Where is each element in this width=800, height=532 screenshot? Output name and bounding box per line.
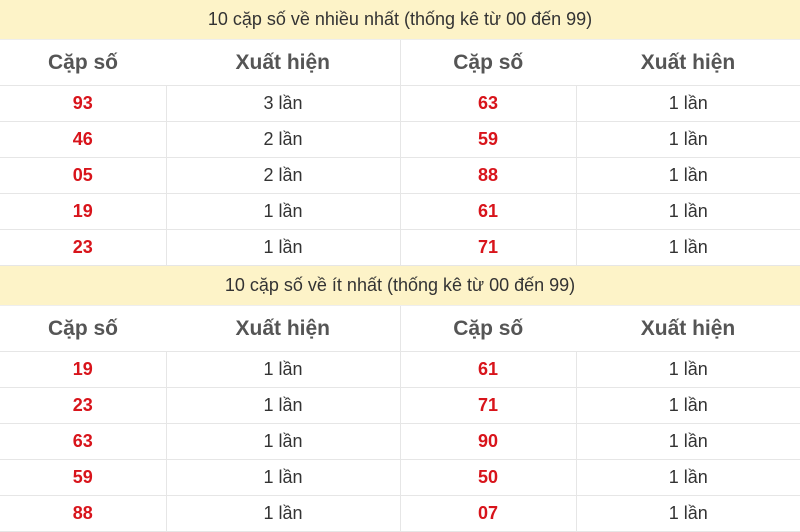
pair-number: 46	[0, 121, 167, 158]
pair-number: 63	[0, 423, 167, 460]
pair-number: 07	[399, 495, 577, 532]
column-header: Xuất hiện	[576, 40, 800, 86]
column-header: Xuất hiện	[166, 306, 400, 352]
pair-number: 71	[399, 387, 577, 424]
stats-table: Cặp số Xuất hiện Cặp số Xuất hiện 19 1 lần 61 1…	[0, 306, 800, 532]
pair-number: 50	[399, 459, 577, 496]
table-row: 59 1 lần 50 1 lần	[0, 459, 800, 496]
pair-number: 59	[0, 459, 167, 496]
table-row: 63 1 lần 90 1 lần	[0, 423, 800, 460]
header-row: Cặp số Xuất hiện Cặp số Xuất hiện	[0, 306, 800, 352]
column-header: Xuất hiện	[166, 40, 400, 86]
occurrence-count: 1 lần	[165, 387, 401, 424]
pair-number: 88	[0, 495, 167, 532]
occurrence-count: 1 lần	[165, 193, 401, 230]
pair-number: 93	[0, 85, 167, 122]
pair-number: 63	[399, 85, 577, 122]
column-header: Cặp số	[399, 306, 576, 352]
pair-number: 61	[399, 193, 577, 230]
occurrence-count: 1 lần	[575, 229, 800, 266]
pair-number: 88	[399, 157, 577, 194]
occurrence-count: 1 lần	[575, 193, 800, 230]
table-row: 93 3 lần 63 1 lần	[0, 85, 800, 122]
occurrence-count: 1 lần	[165, 495, 401, 532]
occurrence-count: 1 lần	[575, 351, 800, 388]
table-row: 23 1 lần 71 1 lần	[0, 229, 800, 266]
pair-number: 61	[399, 351, 577, 388]
table-row: 23 1 lần 71 1 lần	[0, 387, 800, 424]
pair-number: 23	[0, 387, 167, 424]
occurrence-count: 1 lần	[165, 229, 401, 266]
table-row: 05 2 lần 88 1 lần	[0, 157, 800, 194]
table-row: 19 1 lần 61 1 lần	[0, 193, 800, 230]
column-header: Cặp số	[0, 306, 166, 352]
pair-number: 23	[0, 229, 167, 266]
column-header: Xuất hiện	[576, 306, 800, 352]
pair-number: 71	[399, 229, 577, 266]
table-row: 19 1 lần 61 1 lần	[0, 351, 800, 388]
section-title: 10 cặp số về ít nhất (thống kê từ 00 đến…	[0, 266, 800, 306]
table-row: 46 2 lần 59 1 lần	[0, 121, 800, 158]
occurrence-count: 1 lần	[165, 423, 401, 460]
occurrence-count: 2 lần	[165, 157, 401, 194]
pair-number: 05	[0, 157, 167, 194]
column-header: Cặp số	[399, 40, 576, 86]
pair-number: 19	[0, 193, 167, 230]
table-row: 88 1 lần 07 1 lần	[0, 495, 800, 532]
pair-number: 19	[0, 351, 167, 388]
header-row: Cặp số Xuất hiện Cặp số Xuất hiện	[0, 40, 800, 86]
stats-table: Cặp số Xuất hiện Cặp số Xuất hiện 93 3 lần 63 1…	[0, 40, 800, 266]
occurrence-count: 1 lần	[575, 495, 800, 532]
occurrence-count: 1 lần	[575, 423, 800, 460]
occurrence-count: 1 lần	[575, 387, 800, 424]
occurrence-count: 1 lần	[165, 459, 401, 496]
occurrence-count: 1 lần	[165, 351, 401, 388]
occurrence-count: 1 lần	[575, 459, 800, 496]
occurrence-count: 3 lần	[165, 85, 401, 122]
section-title: 10 cặp số về nhiều nhất (thống kê từ 00 …	[0, 0, 800, 40]
occurrence-count: 1 lần	[575, 157, 800, 194]
pair-number: 59	[399, 121, 577, 158]
pair-number: 90	[399, 423, 577, 460]
occurrence-count: 1 lần	[575, 121, 800, 158]
occurrence-count: 2 lần	[165, 121, 401, 158]
occurrence-count: 1 lần	[575, 85, 800, 122]
column-header: Cặp số	[0, 40, 166, 86]
